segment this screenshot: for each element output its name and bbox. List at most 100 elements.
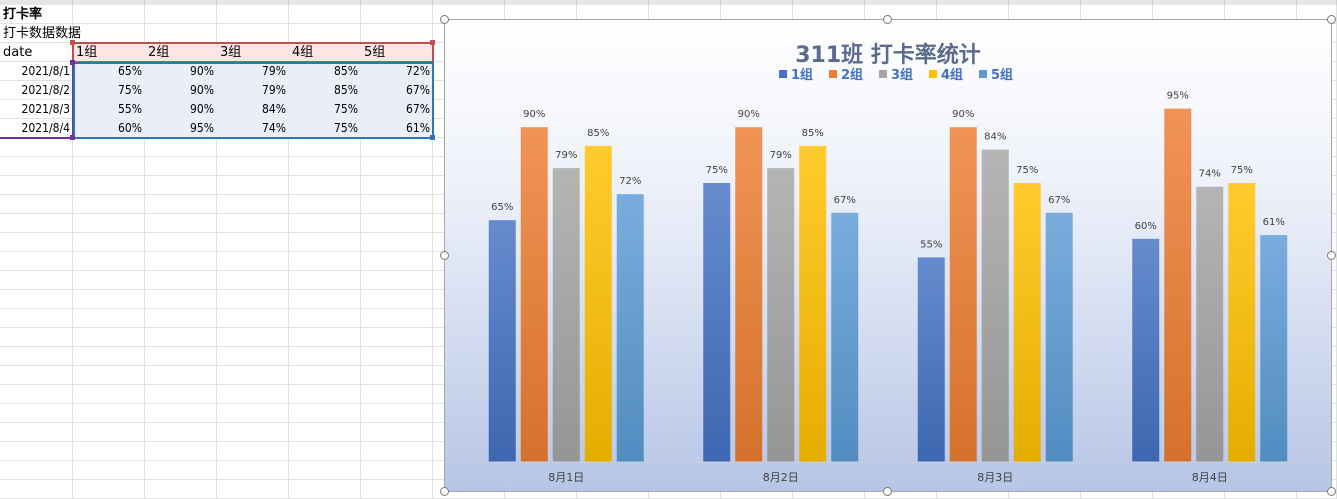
bar-5组-8月3日[interactable] — [1045, 212, 1073, 462]
header-cell-date[interactable]: date — [3, 45, 33, 60]
data-label[interactable]: 67% — [1048, 195, 1070, 206]
data-label[interactable]: 55% — [920, 239, 942, 250]
data-label[interactable]: 90% — [738, 109, 760, 120]
category-label[interactable]: 8月4日 — [1192, 471, 1228, 484]
data-label[interactable]: 67% — [834, 195, 856, 206]
column-header[interactable] — [1009, 0, 1081, 5]
bar-3组-8月3日[interactable] — [981, 149, 1009, 462]
series-name-range[interactable] — [72, 42, 434, 63]
plot-area[interactable]: 65% 90% 79% 85% 72% 75% 90% 79% 85% 67% 55% 90% 84% 7… — [488, 91, 1288, 463]
header-cell-group2[interactable]: 2组 — [148, 45, 170, 60]
value-cell[interactable]: 75% — [334, 121, 358, 135]
value-cell[interactable]: 74% — [262, 121, 286, 135]
legend-swatch[interactable] — [879, 70, 887, 78]
sheet-title-cell[interactable]: 打卡率 — [3, 7, 43, 22]
data-label[interactable]: 85% — [587, 128, 609, 139]
legend-swatch[interactable] — [929, 70, 937, 78]
bar-2组-8月3日[interactable] — [949, 127, 977, 462]
data-label[interactable]: 74% — [1199, 169, 1221, 180]
header-cell-group5[interactable]: 5组 — [364, 45, 386, 60]
chart-title[interactable]: 311班 打卡率统计 — [795, 42, 981, 68]
chart-legend[interactable]: 1组 2组 3组 4组 5组 — [779, 67, 1013, 83]
value-cell[interactable]: 75% — [334, 102, 358, 116]
value-cell[interactable]: 61% — [406, 121, 430, 135]
bar-3组-8月1日[interactable] — [552, 168, 580, 462]
bar-4组-8月3日[interactable] — [1013, 183, 1041, 462]
data-label[interactable]: 65% — [491, 202, 513, 213]
value-cell[interactable]: 75% — [118, 83, 142, 97]
date-cell[interactable]: 2021/8/2 — [21, 83, 70, 97]
column-header[interactable] — [721, 0, 793, 5]
category-label[interactable]: 8月2日 — [763, 471, 799, 484]
data-label[interactable]: 90% — [952, 109, 974, 120]
category-axis[interactable]: 8月1日 8月2日 8月3日 8月4日 — [548, 471, 1228, 484]
data-label[interactable]: 85% — [802, 128, 824, 139]
data-label[interactable]: 61% — [1263, 217, 1285, 228]
legend-entry[interactable]: 5组 — [991, 67, 1013, 83]
bar-4组-8月1日[interactable] — [584, 145, 612, 463]
column-header[interactable] — [433, 0, 505, 5]
range-handle[interactable] — [430, 135, 435, 140]
column-header[interactable] — [1081, 0, 1153, 5]
category-range[interactable] — [0, 62, 74, 139]
data-label[interactable]: 84% — [984, 132, 1006, 143]
bar-5组-8月1日[interactable] — [616, 194, 644, 462]
bar-1组-8月2日[interactable] — [703, 183, 731, 462]
column-header[interactable] — [361, 0, 433, 5]
bar-4组-8月4日[interactable] — [1228, 183, 1256, 462]
legend-entry[interactable]: 2组 — [841, 67, 863, 83]
value-cell[interactable]: 84% — [262, 102, 286, 116]
range-handle[interactable] — [70, 135, 75, 140]
date-cell[interactable]: 2021/8/1 — [21, 64, 70, 78]
chart-resize-handle[interactable] — [440, 487, 449, 496]
value-cell[interactable]: 90% — [190, 64, 214, 78]
header-cell-group1[interactable]: 1组 — [76, 45, 98, 60]
bar-1组-8月1日[interactable] — [488, 220, 516, 462]
value-cell[interactable]: 90% — [190, 83, 214, 97]
value-cell[interactable]: 85% — [334, 64, 358, 78]
bar-5组-8月4日[interactable] — [1260, 235, 1288, 462]
category-label[interactable]: 8月3日 — [977, 471, 1013, 484]
column-header[interactable] — [1153, 0, 1225, 5]
chart-object[interactable]: 311班 打卡率统计 1组 2组 3组 4组 5组 65% 90% 79% 85% 72% 75%… — [444, 19, 1332, 492]
value-cell[interactable]: 67% — [406, 83, 430, 97]
chart-resize-handle[interactable] — [1327, 15, 1336, 24]
range-handle[interactable] — [430, 40, 435, 45]
value-cell[interactable]: 90% — [190, 102, 214, 116]
bar-1组-8月3日[interactable] — [917, 257, 945, 462]
value-cell[interactable]: 60% — [118, 121, 142, 135]
legend-entry[interactable]: 1组 — [791, 67, 813, 83]
range-handle[interactable] — [70, 40, 75, 45]
chart-resize-handle[interactable] — [440, 251, 449, 260]
value-cell[interactable]: 55% — [118, 102, 142, 116]
column-header[interactable] — [505, 0, 577, 5]
column-header[interactable] — [865, 0, 937, 5]
date-cell[interactable]: 2021/8/4 — [21, 121, 70, 135]
data-label[interactable]: 72% — [619, 176, 641, 187]
bar-1组-8月4日[interactable] — [1132, 238, 1160, 462]
value-cell[interactable]: 79% — [262, 64, 286, 78]
bar-3组-8月4日[interactable] — [1196, 186, 1224, 462]
chart-resize-handle[interactable] — [883, 15, 892, 24]
data-label[interactable]: 75% — [1016, 165, 1038, 176]
column-header[interactable] — [73, 0, 145, 5]
data-label[interactable]: 75% — [1231, 165, 1253, 176]
header-cell-group3[interactable]: 3组 — [220, 45, 242, 60]
column-header[interactable] — [937, 0, 1009, 5]
data-label[interactable]: 60% — [1135, 221, 1157, 232]
value-cell[interactable]: 67% — [406, 102, 430, 116]
chart-resize-handle[interactable] — [440, 15, 449, 24]
data-label[interactable]: 90% — [523, 109, 545, 120]
values-range[interactable] — [73, 62, 434, 139]
value-cell[interactable]: 79% — [262, 83, 286, 97]
column-header[interactable] — [289, 0, 361, 5]
column-header[interactable] — [793, 0, 865, 5]
data-label[interactable]: 75% — [706, 165, 728, 176]
bar-5组-8月2日[interactable] — [831, 212, 859, 462]
data-label[interactable]: 79% — [770, 150, 792, 161]
value-cell[interactable]: 95% — [190, 121, 214, 135]
legend-entry[interactable]: 3组 — [891, 67, 913, 83]
bar-2组-8月2日[interactable] — [735, 127, 763, 462]
header-cell-group4[interactable]: 4组 — [292, 45, 314, 60]
chart-resize-handle[interactable] — [1327, 251, 1336, 260]
